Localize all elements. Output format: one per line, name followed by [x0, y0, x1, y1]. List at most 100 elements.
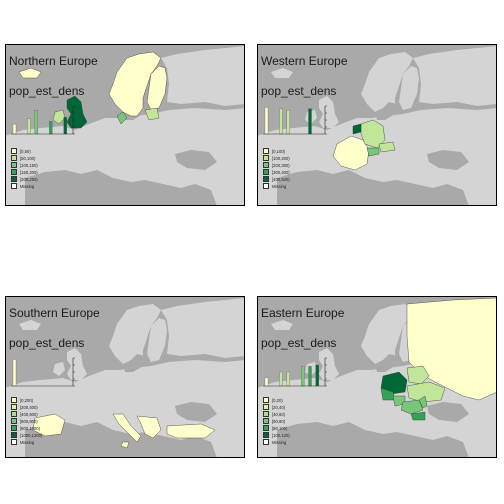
legend-item: [0,20)	[263, 397, 290, 403]
land-great-britain	[67, 348, 87, 380]
panel-title: Southern Europe	[9, 306, 100, 320]
legend-item: [400,500)	[263, 176, 290, 182]
legend-item: [200,400)	[11, 404, 42, 410]
histogram-bar	[286, 110, 290, 135]
legend-label: [100,120)	[272, 432, 290, 438]
legend-item: [150,200)	[11, 169, 38, 175]
legend-label: [300,400)	[272, 169, 290, 175]
region-iceland	[18, 67, 42, 79]
legend-item: [100,120)	[263, 432, 290, 438]
land-scandinavia	[361, 304, 413, 368]
legend-label: [20,40)	[272, 404, 286, 410]
legend-label: [50,100)	[20, 155, 36, 161]
sea-black-sea	[427, 402, 469, 422]
region-turkey-west	[166, 423, 216, 439]
histogram-bar	[301, 366, 305, 387]
legend: [0,20) [20,40) [40,60) [60,80) [80,100) …	[263, 397, 290, 446]
land-scandinavia	[109, 304, 161, 368]
legend-item: [600,800)	[11, 418, 42, 424]
sea-black-sea	[175, 402, 217, 422]
legend-item: Missing	[11, 439, 42, 445]
land-finland	[147, 318, 167, 362]
legend-item: Missing	[263, 439, 290, 445]
variable-title: pop_est_dens	[261, 84, 337, 98]
histogram-bar	[286, 371, 290, 387]
land-iceland	[271, 68, 293, 78]
region-balkans-south	[136, 415, 162, 439]
legend-item: [60,80)	[263, 418, 290, 424]
legend-label: [400,500)	[272, 176, 290, 182]
region-ukraine	[406, 381, 446, 403]
variable-title: pop_est_dens	[9, 336, 85, 350]
region-ireland	[52, 109, 66, 125]
legend-item: [1000,1200)	[11, 432, 42, 438]
histogram-bar	[264, 107, 269, 135]
region-romania	[400, 399, 424, 415]
map-western-europe	[257, 44, 497, 206]
land-russia-north	[161, 298, 245, 358]
region-baltics	[144, 107, 160, 121]
legend-label: [40,60)	[272, 411, 286, 417]
legend-label: Missing	[20, 183, 35, 189]
histogram-bar	[264, 377, 269, 387]
legend-label: [0,20)	[272, 397, 283, 403]
map-panel-southern-europe: Southern Europe pop_est_dens [0,200) [20…	[5, 296, 245, 458]
histogram-bar	[279, 371, 283, 387]
map-panel-western-europe: Western Europe pop_est_dens [0,100) [100…	[257, 44, 497, 206]
histogram-bar	[308, 366, 312, 387]
panel-title: Western Europe	[261, 54, 348, 68]
histogram-bar	[63, 117, 67, 135]
histogram-bar	[279, 108, 283, 135]
legend: [0,200) [200,400) [400,600) [600,800) [8…	[11, 397, 42, 446]
panel-title: Northern Europe	[9, 54, 98, 68]
land-russia-north	[161, 46, 245, 106]
land-iceland	[271, 320, 293, 330]
histogram-bar	[12, 359, 17, 387]
map-eastern-europe	[257, 296, 497, 458]
legend-item: [200,250)	[11, 176, 38, 182]
legend-label: Missing	[272, 183, 287, 189]
region-finland	[146, 65, 168, 111]
variable-title: pop_est_dens	[261, 336, 337, 350]
legend-item: [800,1000)	[11, 425, 42, 431]
land-iceland	[19, 320, 41, 330]
sea-black-sea	[427, 150, 469, 170]
region-benelux	[352, 123, 362, 135]
legend-label: [150,200)	[20, 169, 38, 175]
panel-title: Eastern Europe	[261, 306, 345, 320]
region-belarus	[406, 365, 430, 385]
histogram-bar	[27, 118, 31, 135]
legend-item: [20,40)	[263, 404, 290, 410]
land-finland	[399, 66, 419, 110]
sea-mediterranean	[277, 170, 469, 206]
land-great-britain	[319, 96, 339, 128]
legend-item: Missing	[11, 183, 38, 189]
region-iberia	[32, 413, 66, 437]
legend-item: [0,100)	[263, 148, 290, 154]
sea-mediterranean	[25, 422, 217, 458]
map-panel-eastern-europe: Eastern Europe pop_est_dens [0,20) [20,4…	[257, 296, 497, 458]
legend-label: [400,600)	[20, 411, 38, 417]
legend: [0,50) [50,100) [100,150) [150,200) [200…	[11, 148, 38, 190]
region-france	[332, 135, 370, 171]
sea-baltic	[375, 102, 397, 120]
legend-label: [800,1000)	[20, 425, 41, 431]
map-northern-europe	[5, 44, 245, 206]
legend-item: [0,200)	[11, 397, 42, 403]
legend-label: [200,300)	[272, 162, 290, 168]
legend-label: [0,100)	[272, 148, 286, 154]
legend-item: [50,100)	[11, 155, 38, 161]
sea-baltic	[375, 354, 397, 372]
region-austria	[378, 141, 396, 153]
legend-label: [80,100)	[272, 425, 288, 431]
legend-label: [1000,1200)	[20, 432, 43, 438]
region-switzerland	[366, 147, 380, 157]
land-great-britain	[319, 348, 339, 380]
legend-item: Missing	[263, 183, 290, 189]
sea-baltic	[123, 354, 145, 372]
land-ireland	[53, 362, 65, 376]
region-united-kingdom	[66, 95, 88, 129]
legend-label: [100,200)	[272, 155, 290, 161]
map-southern-europe	[5, 296, 245, 458]
region-bulgaria	[410, 411, 426, 421]
